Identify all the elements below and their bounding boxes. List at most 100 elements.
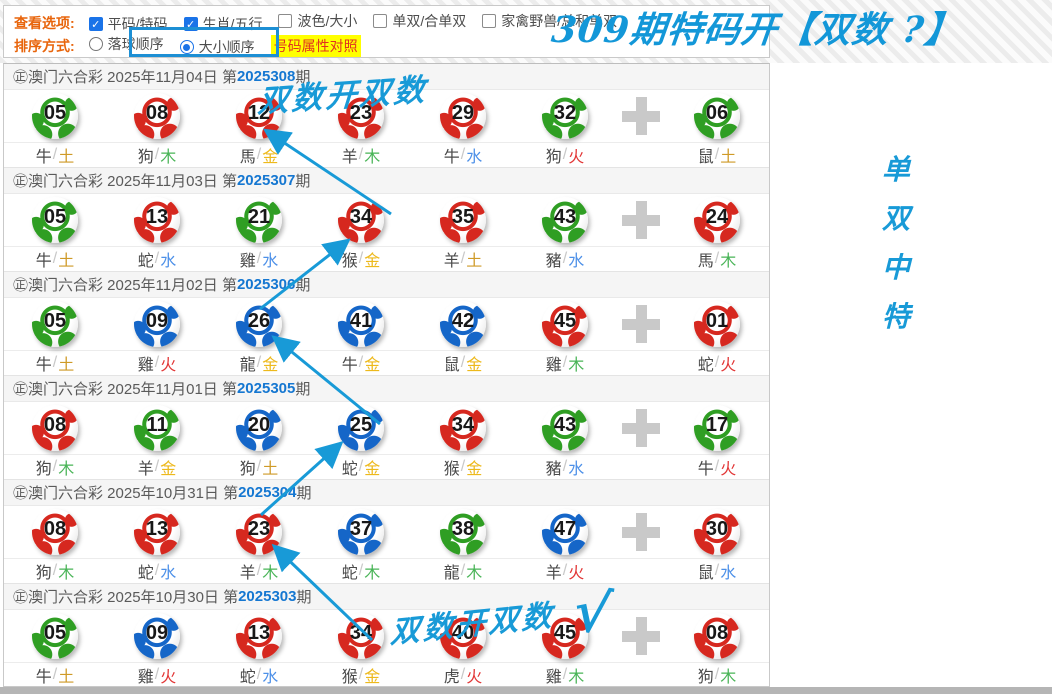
slash-separator: / (52, 666, 58, 683)
element-text: 土 (466, 253, 483, 270)
ball-cell: 13 (208, 613, 310, 659)
zodiac-text: 狗 (35, 565, 52, 582)
zodiac-text: 蛇 (341, 461, 358, 478)
ball-cell: 29 (412, 93, 514, 139)
slash-separator: / (52, 354, 58, 371)
slash-separator: / (154, 562, 160, 579)
draw-issue-suffix: 期 (295, 69, 311, 86)
view-option-2[interactable]: 波色/大小 (278, 11, 357, 31)
element-text: 土 (58, 149, 75, 166)
special-ball-cell: 24 (666, 197, 768, 243)
zodiac-element-label: 牛 / 土 (4, 143, 106, 167)
slash-separator: / (154, 666, 160, 683)
zodiac-text: 牛 (697, 461, 714, 478)
ball-number: 23 (247, 517, 271, 540)
ball-cell: 34 (412, 405, 514, 451)
lottery-ball: 45 (542, 301, 588, 347)
slash-separator: / (562, 666, 568, 683)
ball-cell: 08 (4, 405, 106, 451)
balls-row: 05 13 21 34 35 43 24 (4, 194, 769, 246)
ball-number: 13 (145, 517, 169, 540)
checkbox-checked-icon[interactable]: ✓ (88, 17, 103, 32)
sort-option-0[interactable]: 落球顺序 (88, 34, 164, 54)
lottery-ball: 35 (440, 197, 486, 243)
lottery-ball: 13 (134, 197, 180, 243)
slash-separator: / (52, 458, 58, 475)
ball-cell: 05 (4, 301, 106, 347)
ball-number: 40 (451, 621, 475, 644)
view-option-3[interactable]: 单双/合单双 (373, 11, 466, 31)
view-option-label: 单双/合单双 (392, 12, 467, 29)
zodiac-text: 狗 (137, 149, 154, 166)
lottery-ball: 08 (32, 405, 78, 451)
slash-separator: / (562, 250, 568, 267)
element-text: 木 (466, 565, 483, 582)
zodiac-text: 猴 (443, 461, 460, 478)
slash-separator: / (256, 666, 262, 683)
ball-number: 34 (451, 413, 475, 436)
zodiac-element-label: 狗 / 木 (4, 455, 106, 479)
checkbox-unchecked-icon[interactable] (482, 13, 497, 28)
radio-unselected-icon[interactable] (88, 36, 103, 51)
ball-cell: 25 (310, 405, 412, 451)
view-option-4[interactable]: 家禽野兽/总和单双 (482, 11, 617, 31)
view-option-1[interactable]: ✓ 生肖/五行 (183, 14, 262, 34)
radio-selected-icon[interactable] (179, 40, 194, 55)
element-text: 水 (160, 253, 177, 270)
ball-number: 26 (247, 309, 271, 332)
element-text: 木 (364, 565, 381, 582)
sort-options-label: 排序方式: (14, 37, 75, 54)
zodiac-element-label: 狗 / 火 (514, 143, 616, 167)
zodiac-text: 羊 (443, 253, 460, 270)
zodiac-text: 狗 (35, 461, 52, 478)
element-text: 木 (58, 565, 75, 582)
draw-block-2025307: ㊣澳门六合彩 2025年11月03日 第 2025307 期 05 13 21 34 35 43… (4, 168, 769, 272)
number-attribute-compare-link[interactable]: 号码属性对照 (270, 34, 361, 57)
ball-number: 08 (145, 101, 169, 124)
ball-cell: 05 (4, 197, 106, 243)
zodiac-element-label: 猴 / 金 (310, 663, 412, 687)
zodiac-text: 牛 (341, 357, 358, 374)
draw-title-date: ㊣澳门六合彩 2025年10月30日 第 (13, 589, 239, 606)
lottery-ball: 11 (134, 405, 180, 451)
plus-cell (616, 305, 666, 343)
view-option-label: 波色/大小 (297, 12, 358, 29)
zodiac-element-label: 牛 / 水 (412, 143, 514, 167)
zodiac-element-label: 蛇 / 水 (106, 247, 208, 271)
zodiac-text: 雞 (545, 357, 562, 374)
checkbox-unchecked-icon[interactable] (373, 13, 388, 28)
zodiac-text: 羊 (545, 565, 562, 582)
ball-cell: 40 (412, 613, 514, 659)
zodiac-text: 狗 (545, 149, 562, 166)
zodiac-element-label: 猴 / 金 (412, 455, 514, 479)
sort-option-label: 落球顺序 (107, 35, 164, 52)
zodiac-element-label: 羊 / 木 (208, 559, 310, 583)
checkbox-unchecked-icon[interactable] (278, 13, 293, 28)
ball-number: 08 (705, 621, 729, 644)
slash-separator: / (562, 146, 568, 163)
plus-cell (616, 201, 666, 239)
ball-number: 42 (451, 309, 475, 332)
element-text: 金 (364, 357, 381, 374)
zodiac-text: 蛇 (137, 253, 154, 270)
checkbox-checked-icon[interactable]: ✓ (183, 17, 198, 32)
ball-number: 08 (43, 517, 67, 540)
zodiac-text: 猴 (341, 253, 358, 270)
draw-title-date: ㊣澳门六合彩 2025年11月04日 第 (13, 69, 237, 86)
view-option-0[interactable]: ✓ 平码/特码 (88, 14, 168, 34)
draw-issue-suffix: 期 (295, 381, 311, 398)
lottery-ball: 23 (236, 509, 282, 555)
headline-text: 309期特码开【双数 ?】 (549, 9, 964, 51)
zodiac-element-label: 牛 / 火 (666, 455, 768, 479)
sort-option-1[interactable]: 大小顺序 (179, 37, 255, 57)
sort-option-label: 大小顺序 (198, 39, 255, 56)
element-text: 木 (720, 669, 737, 686)
zodiac-text: 豬 (545, 253, 562, 270)
draw-issue-suffix: 期 (296, 485, 312, 502)
zodiac-element-label: 雞 / 火 (106, 351, 208, 375)
zodiac-text: 牛 (35, 149, 52, 166)
ball-number: 09 (145, 621, 169, 644)
plus-icon (622, 617, 660, 655)
ball-number: 38 (451, 517, 475, 540)
ball-cell: 13 (106, 197, 208, 243)
